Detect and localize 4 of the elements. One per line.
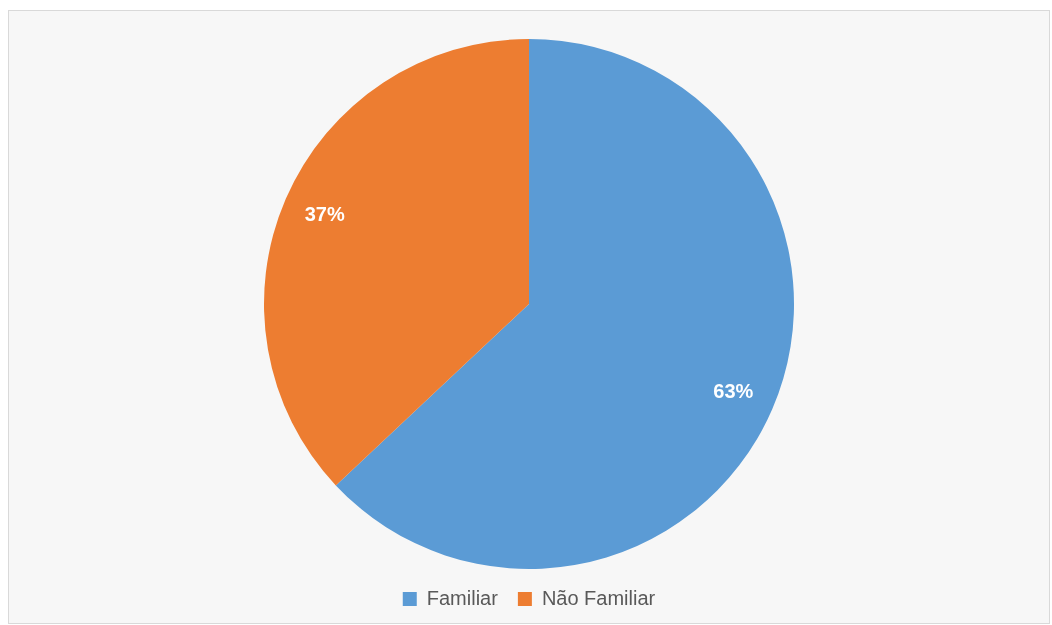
legend-label: Familiar	[426, 586, 499, 609]
data-label: 37%	[304, 203, 345, 226]
data-label: 63%	[713, 379, 754, 402]
legend-label: Não Familiar	[541, 586, 656, 609]
